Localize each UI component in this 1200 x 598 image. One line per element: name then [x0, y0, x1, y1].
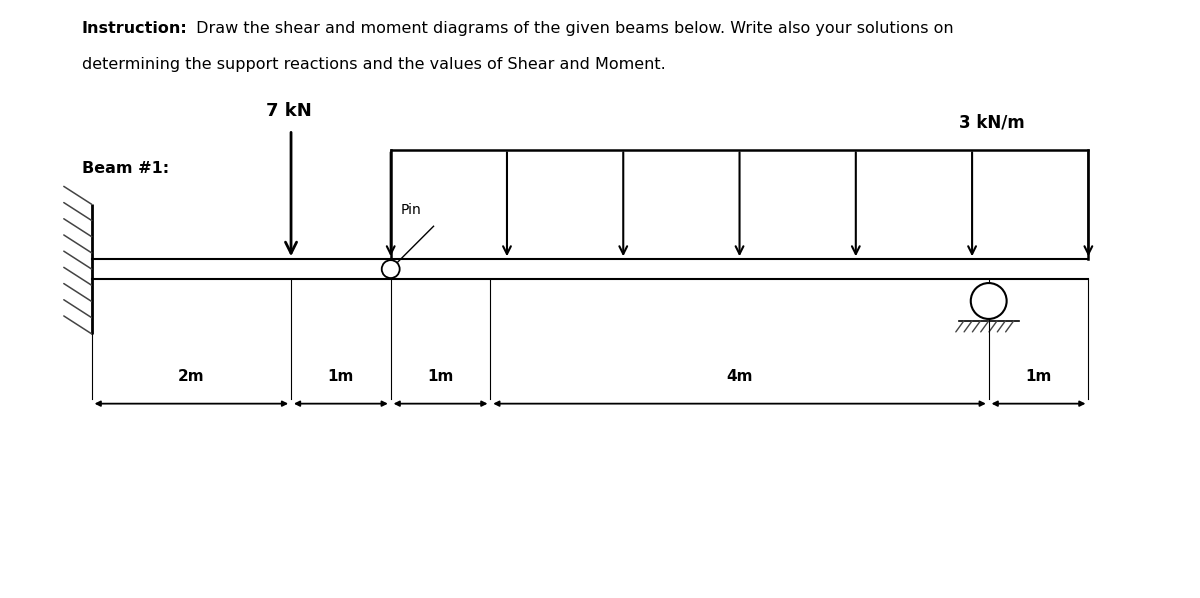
Text: 4m: 4m — [726, 369, 752, 384]
Text: 1m: 1m — [427, 369, 454, 384]
Text: 1m: 1m — [1025, 369, 1051, 384]
Circle shape — [382, 260, 400, 278]
Text: Draw the shear and moment diagrams of the given beams below. Write also your sol: Draw the shear and moment diagrams of th… — [191, 21, 954, 36]
Text: 1m: 1m — [328, 369, 354, 384]
Circle shape — [971, 283, 1007, 319]
Text: 7 kN: 7 kN — [266, 102, 312, 120]
Text: Beam #1:: Beam #1: — [82, 161, 169, 176]
Text: determining the support reactions and the values of Shear and Moment.: determining the support reactions and th… — [82, 57, 665, 72]
Text: 2m: 2m — [178, 369, 205, 384]
Text: Instruction:: Instruction: — [82, 21, 187, 36]
Text: 3 kN/m: 3 kN/m — [959, 114, 1025, 132]
Text: Pin: Pin — [401, 203, 421, 217]
